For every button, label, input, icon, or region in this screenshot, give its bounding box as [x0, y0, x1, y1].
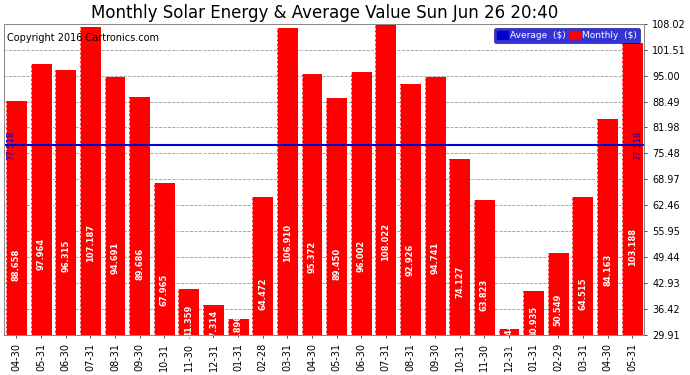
- Text: 106.910: 106.910: [283, 224, 292, 262]
- Bar: [154, 183, 175, 335]
- Text: 94.741: 94.741: [431, 241, 440, 274]
- Bar: [622, 43, 642, 335]
- Text: 89.686: 89.686: [135, 248, 144, 280]
- Bar: [375, 24, 396, 335]
- Text: 94.691: 94.691: [110, 242, 119, 274]
- Text: 84.163: 84.163: [603, 254, 612, 286]
- Text: 50.549: 50.549: [554, 294, 563, 327]
- Text: 88.658: 88.658: [12, 249, 21, 281]
- Text: 64.472: 64.472: [258, 278, 267, 310]
- Text: 89.450: 89.450: [332, 248, 341, 280]
- Bar: [253, 197, 273, 335]
- Text: 63.823: 63.823: [480, 278, 489, 310]
- Text: 40.935: 40.935: [529, 306, 538, 338]
- Text: 95.372: 95.372: [308, 241, 317, 273]
- Bar: [302, 74, 322, 335]
- Bar: [80, 27, 101, 335]
- Text: 103.188: 103.188: [628, 228, 637, 266]
- Bar: [523, 291, 544, 335]
- Legend: Average  ($), Monthly  ($): Average ($), Monthly ($): [494, 28, 640, 43]
- Text: 31.442: 31.442: [504, 317, 513, 350]
- Bar: [400, 84, 421, 335]
- Text: 97.964: 97.964: [37, 237, 46, 270]
- Title: Monthly Solar Energy & Average Value Sun Jun 26 20:40: Monthly Solar Energy & Average Value Sun…: [90, 4, 558, 22]
- Bar: [129, 97, 150, 335]
- Bar: [6, 101, 27, 335]
- Text: 77.518: 77.518: [6, 130, 15, 160]
- Text: 108.022: 108.022: [382, 222, 391, 261]
- Bar: [424, 76, 446, 335]
- Text: 92.926: 92.926: [406, 243, 415, 276]
- Bar: [351, 72, 372, 335]
- Text: 37.314: 37.314: [209, 310, 218, 342]
- Bar: [203, 306, 224, 335]
- Text: 64.515: 64.515: [578, 277, 587, 310]
- Bar: [55, 70, 76, 335]
- Bar: [326, 98, 347, 335]
- Bar: [573, 197, 593, 335]
- Bar: [228, 319, 248, 335]
- Text: 67.965: 67.965: [160, 273, 169, 306]
- Text: 107.187: 107.187: [86, 224, 95, 262]
- Bar: [449, 159, 470, 335]
- Text: 41.359: 41.359: [184, 305, 193, 338]
- Text: Copyright 2016 Cartronics.com: Copyright 2016 Cartronics.com: [8, 33, 159, 43]
- Text: 74.127: 74.127: [455, 266, 464, 298]
- Bar: [597, 119, 618, 335]
- Bar: [179, 290, 199, 335]
- Bar: [548, 253, 569, 335]
- Bar: [30, 64, 52, 335]
- Bar: [104, 77, 126, 335]
- Text: 77.518: 77.518: [633, 130, 642, 160]
- Text: 96.002: 96.002: [357, 240, 366, 272]
- Bar: [474, 200, 495, 335]
- Text: 96.315: 96.315: [61, 239, 70, 272]
- Bar: [499, 329, 520, 335]
- Text: 33.896: 33.896: [234, 314, 243, 346]
- Bar: [277, 28, 298, 335]
